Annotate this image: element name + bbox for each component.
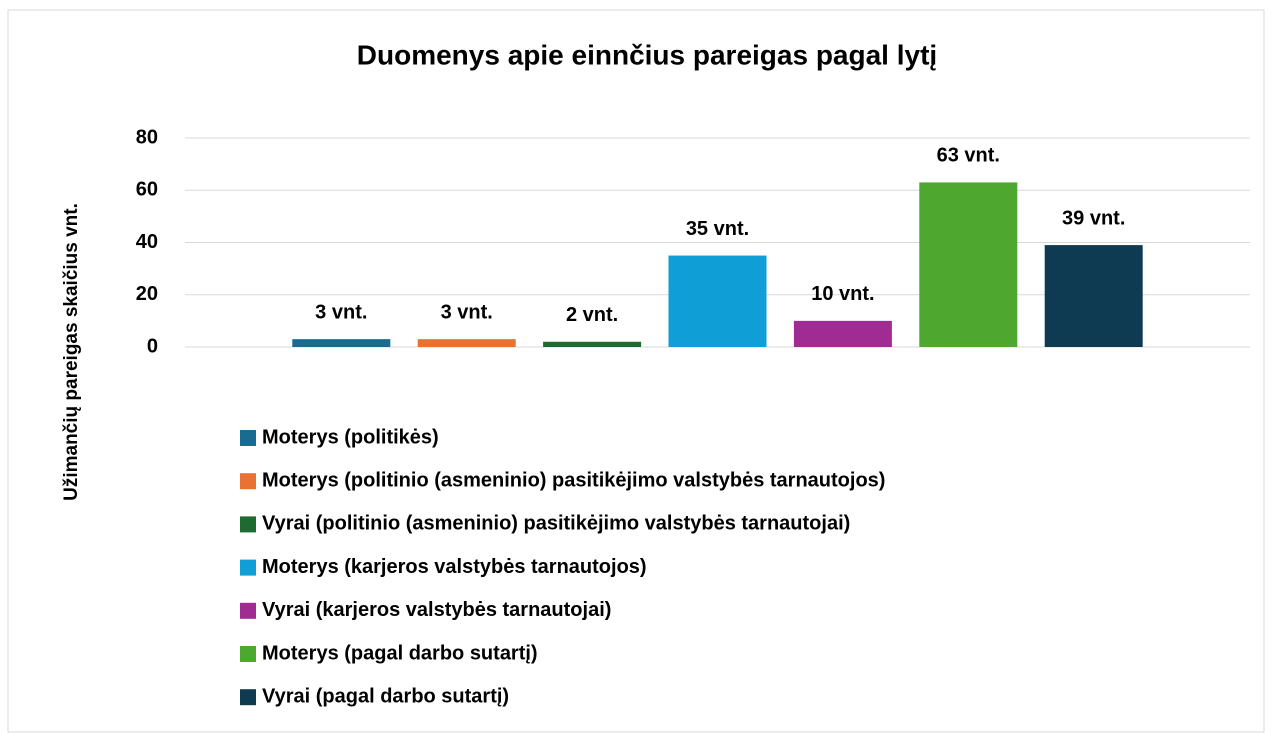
bar xyxy=(793,320,892,347)
data-label: 10 vnt. xyxy=(811,283,874,305)
legend-swatch xyxy=(240,646,256,662)
bar xyxy=(1044,245,1143,347)
bar xyxy=(417,339,516,347)
data-label: 3 vnt. xyxy=(315,301,367,323)
legend-label: Moterys (pagal darbo sutartį) xyxy=(262,642,538,664)
y-tick-label: 60 xyxy=(136,179,158,201)
legend-swatch xyxy=(240,430,256,446)
y-tick-label: 20 xyxy=(136,283,158,305)
legend-swatch xyxy=(240,689,256,706)
legend-swatch xyxy=(240,473,256,490)
y-axis-label: Užimančių pareigas skaičius vnt. xyxy=(61,203,82,501)
legend-label: Moterys (politinio (asmeninio) pasitikėj… xyxy=(262,469,885,491)
data-label: 39 vnt. xyxy=(1062,207,1125,229)
y-tick-label: 0 xyxy=(147,335,158,357)
data-label: 2 vnt. xyxy=(566,304,618,326)
data-label: 63 vnt. xyxy=(937,145,1000,167)
legend-label: Vyrai (pagal darbo sutartį) xyxy=(262,685,509,707)
legend-label: Moterys (politikės) xyxy=(262,426,439,448)
legend-label: Vyrai (politinio (asmeninio) pasitikėjim… xyxy=(262,513,850,535)
data-label: 35 vnt. xyxy=(686,218,749,240)
legend-swatch xyxy=(240,602,256,619)
legend-swatch xyxy=(240,516,256,533)
legend-swatch xyxy=(240,559,256,576)
chart-title: Duomenys apie einnčius pareigas pagal ly… xyxy=(357,39,937,70)
chart-frame xyxy=(7,9,1265,733)
y-tick-label: 80 xyxy=(136,126,158,148)
legend-label: Vyrai (karjeros valstybės tarnautojai) xyxy=(262,599,611,621)
legend-label: Moterys (karjeros valstybės tarnautojos) xyxy=(262,556,647,578)
bar xyxy=(668,255,767,347)
bar xyxy=(919,182,1018,347)
data-label: 3 vnt. xyxy=(441,301,493,323)
bar xyxy=(292,339,391,347)
y-tick-label: 40 xyxy=(136,231,158,253)
bar xyxy=(543,341,642,347)
